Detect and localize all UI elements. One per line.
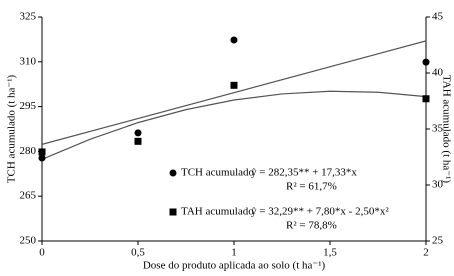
y2-axis-label: TAH acumulado (t ha⁻¹) — [440, 75, 452, 183]
y-tick-label: 310 — [20, 55, 37, 67]
y-tick-label: 250 — [20, 235, 37, 247]
x-tick-label: 0,5 — [131, 247, 145, 259]
x-axis-label: Dose do produto aplicada ao solo (t ha⁻¹… — [143, 260, 326, 272]
y-tick-label: 325 — [20, 11, 37, 23]
y-tick-label: 265 — [20, 190, 37, 202]
y2-tick-label: 25 — [432, 235, 444, 247]
marker-square — [134, 137, 142, 145]
r-squared: R² = 78,8% — [286, 220, 337, 232]
trendline — [41, 90, 427, 160]
marker-circle — [134, 129, 142, 137]
x-tick-label: 0 — [39, 247, 45, 259]
x-tick-label: 1,5 — [323, 247, 337, 259]
equation: ŷ = 32,29** + 7,80*x - 2,50*x² — [251, 206, 389, 218]
marker-square — [230, 81, 238, 89]
marker-square — [422, 95, 430, 103]
r-squared: R² = 61,7% — [286, 181, 337, 193]
y-tick-label: 280 — [20, 145, 37, 157]
marker-circle — [422, 58, 430, 66]
trendline — [41, 40, 427, 145]
x-tick-label: 1 — [231, 247, 237, 259]
y2-tick-label: 30 — [432, 179, 444, 191]
legend-label: TCH acumulado — [181, 167, 255, 179]
y2-tick-label: 45 — [432, 11, 444, 23]
legend-marker — [169, 208, 177, 216]
x-tick-label: 2 — [423, 247, 429, 259]
equation: ŷ = 282,35** + 17,33*x — [251, 167, 357, 179]
marker-circle — [38, 154, 46, 162]
y-tick-label: 295 — [20, 100, 37, 112]
y2-tick-label: 35 — [432, 123, 444, 135]
marker-square — [38, 148, 46, 156]
legend-marker — [169, 169, 177, 177]
y-axis-label: TCH acumulado (t ha⁻¹) — [6, 74, 18, 183]
legend-label: TAH acumulado — [181, 206, 254, 218]
y2-tick-label: 40 — [432, 67, 444, 79]
marker-circle — [230, 36, 238, 44]
